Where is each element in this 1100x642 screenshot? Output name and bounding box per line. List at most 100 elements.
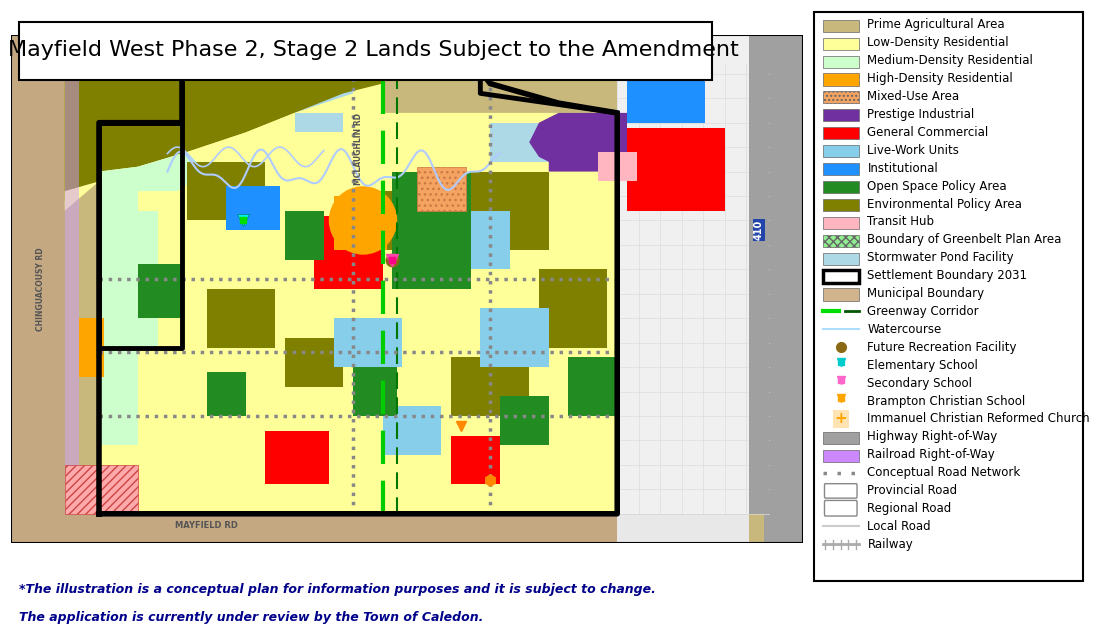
Text: +: +	[835, 412, 847, 426]
Text: Live-Work Units: Live-Work Units	[868, 144, 959, 157]
Bar	[451, 358, 529, 416]
Text: Watercourse: Watercourse	[868, 323, 942, 336]
Text: MAYFIELD RD: MAYFIELD RD	[175, 521, 238, 530]
Text: Settlement Boundary 2031: Settlement Boundary 2031	[868, 269, 1027, 282]
Polygon shape	[139, 35, 403, 152]
Text: Mixed-Use Area: Mixed-Use Area	[868, 90, 959, 103]
FancyBboxPatch shape	[825, 483, 857, 498]
Text: 410: 410	[754, 220, 764, 240]
Bar	[539, 270, 607, 347]
Bar	[627, 128, 725, 211]
Text: High-Density Residential: High-Density Residential	[868, 72, 1013, 85]
Bar	[353, 191, 431, 250]
Bar	[823, 270, 859, 282]
Polygon shape	[65, 35, 403, 201]
Text: Low-Density Residential: Low-Density Residential	[868, 37, 1009, 49]
Text: Prestige Industrial: Prestige Industrial	[868, 108, 975, 121]
Bar	[207, 289, 275, 347]
Polygon shape	[65, 465, 139, 514]
Text: Mayfield West Phase 2, Stage 2 Lands Subject to the Amendment: Mayfield West Phase 2, Stage 2 Lands Sub…	[8, 40, 738, 60]
Bar	[333, 318, 403, 367]
Bar	[431, 211, 509, 270]
Bar	[823, 163, 859, 175]
Text: Medium-Density Residential: Medium-Density Residential	[868, 54, 1033, 67]
Bar	[823, 199, 859, 211]
Text: Brampton Christian School: Brampton Christian School	[868, 395, 1025, 408]
Bar	[823, 109, 859, 121]
Text: Stormwater Pond Facility: Stormwater Pond Facility	[868, 251, 1014, 265]
Bar	[617, 35, 803, 543]
Bar	[823, 217, 859, 229]
Bar	[823, 145, 859, 157]
Bar	[315, 216, 383, 289]
Bar	[627, 64, 705, 123]
Bar	[265, 431, 329, 485]
Text: Institutional: Institutional	[868, 162, 938, 175]
Bar	[187, 162, 265, 220]
Text: Highway Right-of-Way: Highway Right-of-Way	[868, 430, 998, 444]
Bar	[597, 152, 637, 181]
Bar	[227, 186, 279, 230]
Bar	[569, 358, 617, 416]
Bar	[823, 449, 859, 462]
Text: Secondary School: Secondary School	[868, 377, 972, 390]
Text: MCLAUGHLIN RD: MCLAUGHLIN RD	[353, 113, 363, 185]
Bar	[823, 38, 859, 50]
Bar	[65, 35, 763, 514]
Bar	[383, 406, 441, 455]
Text: Prime Agricultural Area: Prime Agricultural Area	[868, 19, 1005, 31]
Bar	[451, 435, 499, 485]
Bar	[79, 318, 103, 377]
Bar	[823, 20, 859, 32]
Text: Environmental Policy Area: Environmental Policy Area	[868, 198, 1022, 211]
Text: Immanuel Christian Reformed Church: Immanuel Christian Reformed Church	[868, 412, 1090, 426]
Bar	[11, 35, 65, 543]
Bar	[491, 123, 549, 162]
Text: Open Space Policy Area: Open Space Policy Area	[868, 180, 1007, 193]
Bar	[333, 196, 387, 250]
Text: Greenway Corridor: Greenway Corridor	[868, 305, 979, 318]
Text: Conceptual Road Network: Conceptual Road Network	[868, 466, 1021, 479]
Bar	[823, 235, 859, 247]
Bar	[823, 127, 859, 139]
Bar	[285, 211, 323, 259]
Bar	[823, 91, 859, 103]
Bar	[285, 338, 343, 386]
Text: Municipal Boundary: Municipal Boundary	[868, 287, 985, 300]
Bar	[393, 171, 471, 289]
Bar	[65, 35, 79, 514]
Polygon shape	[295, 113, 343, 132]
Text: Future Recreation Facility: Future Recreation Facility	[868, 341, 1016, 354]
Bar	[353, 367, 397, 416]
Text: CHINGUACOUSY RD: CHINGUACOUSY RD	[36, 247, 45, 331]
Polygon shape	[65, 35, 383, 191]
FancyBboxPatch shape	[825, 501, 857, 516]
Text: Railway: Railway	[868, 538, 913, 551]
Text: Railroad Right-of-Way: Railroad Right-of-Way	[868, 448, 996, 462]
Text: Elementary School: Elementary School	[868, 359, 978, 372]
Bar	[471, 171, 549, 250]
Bar	[823, 181, 859, 193]
Polygon shape	[99, 171, 139, 446]
Text: Boundary of Greenbelt Plan Area: Boundary of Greenbelt Plan Area	[868, 233, 1062, 247]
Text: Local Road: Local Road	[868, 520, 931, 533]
Bar	[823, 252, 859, 265]
Polygon shape	[383, 35, 617, 113]
Bar	[139, 265, 183, 318]
Bar	[823, 288, 859, 300]
Bar	[207, 372, 245, 416]
Polygon shape	[295, 83, 353, 113]
Text: General Commercial: General Commercial	[868, 126, 989, 139]
Circle shape	[329, 186, 397, 255]
Bar	[749, 35, 769, 514]
Bar	[417, 167, 465, 211]
Polygon shape	[99, 211, 157, 347]
Bar	[499, 397, 549, 446]
Polygon shape	[99, 152, 207, 191]
Polygon shape	[529, 113, 627, 171]
Text: Provincial Road: Provincial Road	[868, 484, 957, 497]
Bar	[749, 35, 763, 543]
Polygon shape	[207, 35, 403, 162]
Bar	[617, 35, 763, 514]
Bar	[763, 35, 803, 543]
